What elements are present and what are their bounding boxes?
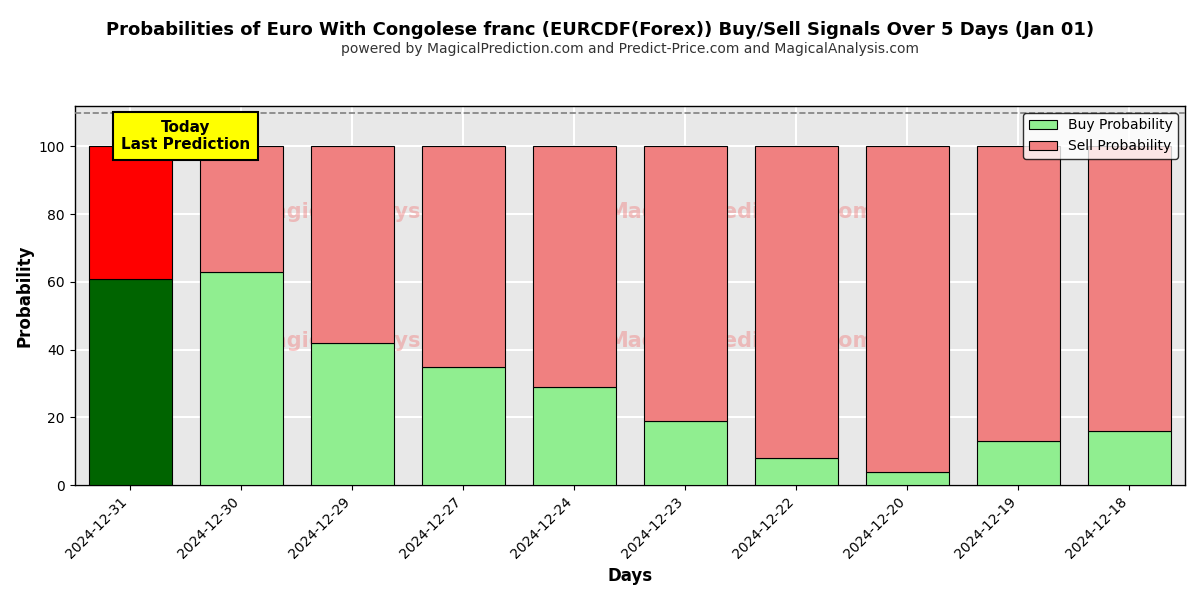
Bar [865,472,949,485]
Bar [865,146,949,472]
Title: powered by MagicalPrediction.com and Predict-Price.com and MagicalAnalysis.com: powered by MagicalPrediction.com and Pre… [341,42,919,56]
Legend: Buy Probability, Sell Probability: Buy Probability, Sell Probability [1024,113,1178,159]
Text: Today
Last Prediction: Today Last Prediction [121,120,251,152]
Bar [977,146,1060,441]
Text: MagicalPrediction.com: MagicalPrediction.com [607,331,875,351]
Bar [977,441,1060,485]
Bar [1088,431,1171,485]
Bar [199,272,283,485]
Bar [643,421,727,485]
Bar [755,458,838,485]
X-axis label: Days: Days [607,567,653,585]
Text: MagicalAnalysis.com: MagicalAnalysis.com [252,202,497,222]
Bar [1088,146,1171,431]
Bar [755,146,838,458]
Bar [311,343,394,485]
Bar [533,387,616,485]
Bar [311,146,394,343]
Text: Probabilities of Euro With Congolese franc (EURCDF(Forex)) Buy/Sell Signals Over: Probabilities of Euro With Congolese fra… [106,21,1094,39]
Bar [89,146,172,278]
Bar [199,146,283,272]
Text: MagicalPrediction.com: MagicalPrediction.com [607,202,875,222]
Bar [643,146,727,421]
Bar [421,367,505,485]
Bar [89,278,172,485]
Bar [533,146,616,387]
Y-axis label: Probability: Probability [16,244,34,347]
Bar [421,146,505,367]
Text: MagicalAnalysis.com: MagicalAnalysis.com [252,331,497,351]
